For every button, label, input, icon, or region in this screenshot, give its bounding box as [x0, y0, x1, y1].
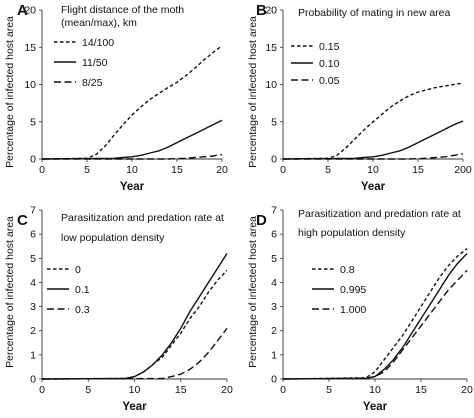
- x-tick-label: 15: [412, 164, 424, 176]
- legend-label: 14/100: [82, 37, 114, 49]
- series-line-0.15: [282, 82, 464, 160]
- y-axis-label: Percentage of infected host area: [247, 16, 259, 168]
- panel-title-line: Parasitization and predation rate at: [61, 212, 224, 224]
- legend: 14/100 11/50 8/25: [54, 37, 114, 89]
- y-tick-label: 7: [30, 205, 36, 217]
- panels: A Flight distance of the moth(mean/max), …: [4, 2, 473, 413]
- x-axis-label: Year: [122, 401, 147, 413]
- series-line-1.000: [282, 269, 468, 380]
- y-tick-label: 4: [30, 277, 36, 289]
- legend-label: 0.1: [75, 284, 90, 296]
- legend: 0 0.1 0.3: [47, 264, 90, 316]
- y-tick-label: 10: [265, 79, 277, 91]
- y-axis-label: Percentage of infected host area: [4, 216, 16, 368]
- y-tick-label: 0: [271, 154, 277, 166]
- y-tick-label: 1: [30, 349, 36, 361]
- series-line-14/100: [41, 45, 223, 160]
- x-tick-label: 5: [325, 164, 331, 176]
- x-tick-label: 10: [129, 384, 141, 396]
- panel-title-line: Parasitization and predation rate at: [298, 208, 461, 220]
- y-tick-label: 7: [271, 205, 277, 217]
- panel-d: D Parasitization and predation rate at hig…: [247, 205, 473, 414]
- panel-title-line: Flight distance of the moth: [61, 4, 184, 16]
- y-axis-label: Percentage of infected host area: [247, 216, 259, 368]
- y-tick-label: 0: [30, 374, 36, 386]
- panel-title-line: high population density: [298, 227, 406, 239]
- legend: 0.15 0.10 0.05: [291, 41, 340, 87]
- panel-a: A Flight distance of the moth(mean/max), …: [4, 2, 228, 193]
- x-tick-label: 5: [85, 384, 91, 396]
- y-tick-label: 6: [30, 229, 36, 241]
- x-tick-label: 20: [221, 384, 233, 396]
- panel-letter: A: [17, 2, 28, 19]
- series-line-11/50: [41, 119, 223, 160]
- y-tick-label: 1: [271, 349, 277, 361]
- legend-label: 0.8: [340, 264, 355, 276]
- legend-label: 1.000: [340, 304, 366, 316]
- panel-b: B Probability of mating in new area 0 5 10 15…: [247, 2, 472, 193]
- x-tick-label: 15: [415, 384, 427, 396]
- x-tick-label: 0: [39, 164, 45, 176]
- x-tick-label: 10: [367, 164, 379, 176]
- y-tick-label: 10: [24, 79, 36, 91]
- y-tick-label: 15: [265, 42, 277, 54]
- y-tick-label: 6: [271, 229, 277, 241]
- x-tick-label: 5: [326, 384, 332, 396]
- x-tick-label: 10: [369, 384, 381, 396]
- x-tick-label: 20: [216, 164, 228, 176]
- y-tick-label: 4: [271, 277, 277, 289]
- y-tick-label: 5: [271, 253, 277, 265]
- series-line-0.3: [41, 327, 228, 380]
- y-tick-label: 5: [30, 116, 36, 128]
- legend-label: 8/25: [82, 77, 103, 89]
- y-axis-label: Percentage of infected host area: [4, 16, 16, 168]
- x-axis-label: Year: [120, 181, 145, 193]
- x-tick-label: 0: [280, 384, 286, 396]
- panel-letter: B: [256, 2, 267, 19]
- panel-title-line: Probability of mating in new area: [298, 7, 450, 19]
- series-line-0.1: [41, 253, 228, 380]
- series-line-0.995: [282, 253, 468, 380]
- legend-label: 0.995: [340, 284, 366, 296]
- x-tick-label: 5: [84, 164, 90, 176]
- y-tick-label: 3: [30, 301, 36, 313]
- panel-title-line: low population density: [61, 232, 165, 244]
- y-tick-label: 20: [265, 5, 277, 17]
- panel-letter: C: [17, 212, 28, 229]
- y-tick-label: 2: [30, 325, 36, 337]
- y-tick-label: 5: [271, 116, 277, 128]
- series-line-0.05: [283, 153, 464, 160]
- series-line-0.8: [282, 248, 468, 380]
- legend-label: 11/50: [82, 57, 108, 69]
- y-tick-label: 15: [24, 42, 36, 54]
- legend-label: 0.05: [319, 75, 340, 87]
- x-tick-label: 200: [454, 164, 472, 176]
- y-tick-label: 20: [24, 5, 36, 17]
- panel-title-line: (mean/max), km: [61, 17, 137, 29]
- x-axis-label: Year: [361, 181, 386, 193]
- x-tick-label: 20: [461, 384, 473, 396]
- x-tick-label: 15: [171, 164, 183, 176]
- legend-label: 0.15: [319, 41, 340, 53]
- x-tick-label: 15: [175, 384, 187, 396]
- legend-label: 0.10: [319, 58, 340, 70]
- series-line-8/25: [42, 153, 223, 160]
- legend-label: 0: [75, 264, 81, 276]
- legend-label: 0.3: [75, 304, 90, 316]
- panel-c: C Parasitization and predation rate at low…: [4, 205, 233, 414]
- x-tick-label: 10: [126, 164, 138, 176]
- legend: 0.8 0.995 1.000: [312, 264, 366, 316]
- y-tick-label: 2: [271, 325, 277, 337]
- x-axis-label: Year: [363, 401, 388, 413]
- x-tick-label: 0: [280, 164, 286, 176]
- y-tick-label: 0: [271, 374, 277, 386]
- y-tick-label: 5: [30, 253, 36, 265]
- x-tick-label: 0: [39, 384, 45, 396]
- series-line-0.10: [282, 120, 464, 160]
- y-tick-label: 3: [271, 301, 277, 313]
- y-tick-label: 0: [30, 154, 36, 166]
- panel-letter: D: [256, 212, 267, 229]
